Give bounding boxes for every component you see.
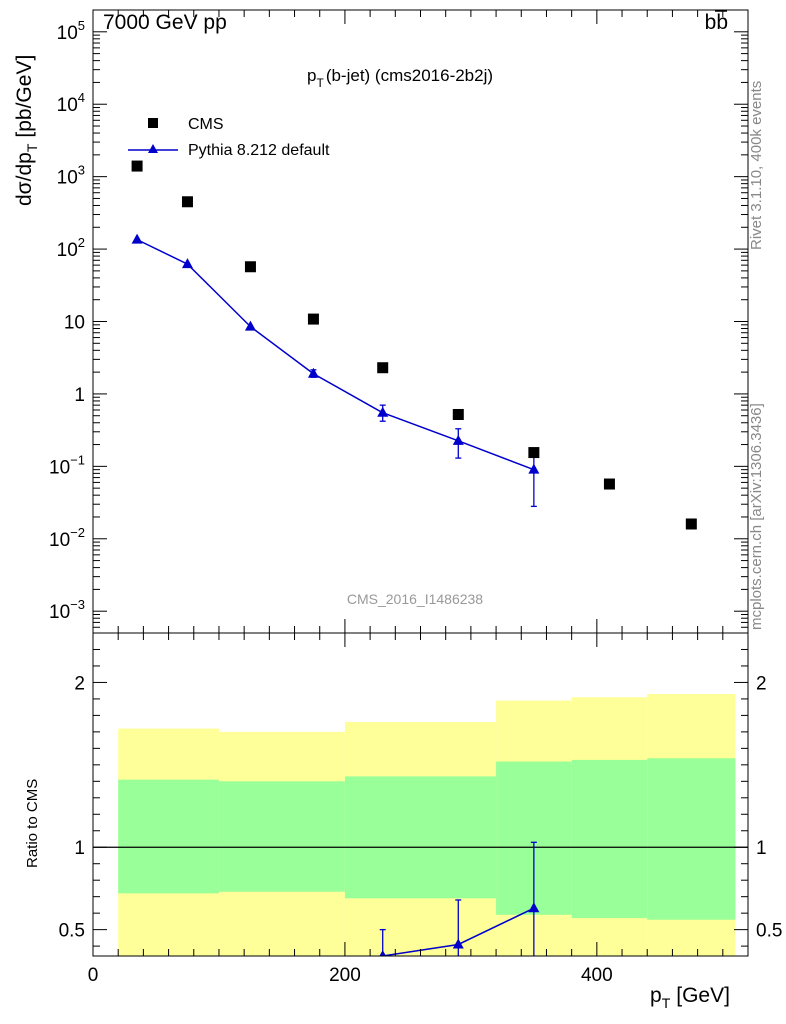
data-point bbox=[377, 362, 389, 374]
x-tick-label: 200 bbox=[329, 965, 361, 986]
y-tick-label: 10 bbox=[64, 313, 85, 334]
legend: CMS Pythia 8.212 default bbox=[128, 116, 330, 159]
ratio-y-tick-label: 0.5 bbox=[59, 921, 85, 942]
data-point bbox=[131, 160, 143, 172]
ratio-content bbox=[93, 693, 748, 956]
ratio-y-tick-label: 2 bbox=[74, 673, 85, 694]
ratio-y-tick-label-right: 1 bbox=[756, 838, 767, 859]
ratio-mc-point bbox=[528, 902, 540, 913]
mc-point bbox=[452, 434, 464, 445]
energy-label: 7000 GeV pp bbox=[103, 11, 227, 34]
x-tick-label: 400 bbox=[581, 965, 613, 986]
watermark: CMS_2016_I1486238 bbox=[347, 591, 483, 607]
ratio-panel: 0.5 0.5 1 1 2 2 0 200 400 bbox=[59, 632, 782, 986]
ratio-mc-point bbox=[452, 938, 464, 949]
rivet-label: Rivet 3.1.10, 400k events bbox=[748, 81, 765, 250]
band-inner bbox=[218, 781, 345, 892]
mc-point bbox=[181, 258, 193, 269]
legend-cms-marker bbox=[148, 118, 158, 128]
mc-point bbox=[528, 463, 540, 474]
mc-point bbox=[131, 233, 143, 244]
mcplots-label: mcplots.cern.ch [arXiv:1306.3436] bbox=[748, 403, 765, 630]
ratio-ylabel: Ratio to CMS bbox=[24, 779, 41, 868]
y-tick-label: 10−2 bbox=[49, 525, 85, 551]
y-tick-label: 10−1 bbox=[49, 452, 85, 478]
y-tick-label: 1 bbox=[74, 385, 85, 406]
legend-pythia-label: Pythia 8.212 default bbox=[188, 142, 330, 159]
x-tick-label: 0 bbox=[88, 965, 99, 986]
ratio-y-tick-label-right: 0.5 bbox=[756, 921, 782, 942]
mc-line bbox=[136, 238, 535, 471]
data-point bbox=[244, 261, 256, 273]
band-inner bbox=[647, 758, 736, 920]
data-point bbox=[307, 313, 319, 325]
main-panel: 10−3 10−2 10−1 1 10 102 103 104 105 bbox=[49, 9, 749, 634]
mc-point bbox=[244, 320, 256, 331]
band-inner bbox=[344, 776, 497, 899]
ratio-y-tick-label: 1 bbox=[74, 838, 85, 859]
y-tick-label: 105 bbox=[57, 18, 85, 44]
legend-cms-label: CMS bbox=[188, 116, 224, 133]
main-frame bbox=[92, 9, 749, 634]
y-tick-label: 104 bbox=[57, 90, 85, 116]
y-tick-label: 10−3 bbox=[49, 597, 85, 623]
band-inner bbox=[571, 759, 648, 919]
data-point bbox=[685, 518, 697, 530]
ratio-mc-point bbox=[379, 950, 387, 956]
data-point bbox=[452, 408, 464, 420]
process-label: bb bbox=[705, 11, 728, 34]
mc-point bbox=[377, 406, 389, 417]
mc-point bbox=[307, 367, 319, 378]
main-title: pT (b-jet) (cms2016-2b2j) bbox=[307, 66, 493, 90]
ratio-y-tick-label-right: 2 bbox=[756, 673, 767, 694]
y-tick-label: 103 bbox=[57, 163, 85, 189]
x-axis-label: pT [GeV] bbox=[650, 984, 730, 1011]
data-point bbox=[603, 478, 615, 490]
legend-pythia-marker bbox=[148, 144, 158, 153]
data-point bbox=[181, 196, 193, 208]
data-point bbox=[528, 447, 540, 459]
main-ylabel: dσ/dpT[pb/GeV] bbox=[13, 55, 40, 206]
band-inner bbox=[118, 779, 219, 894]
y-tick-label: 102 bbox=[57, 235, 85, 261]
